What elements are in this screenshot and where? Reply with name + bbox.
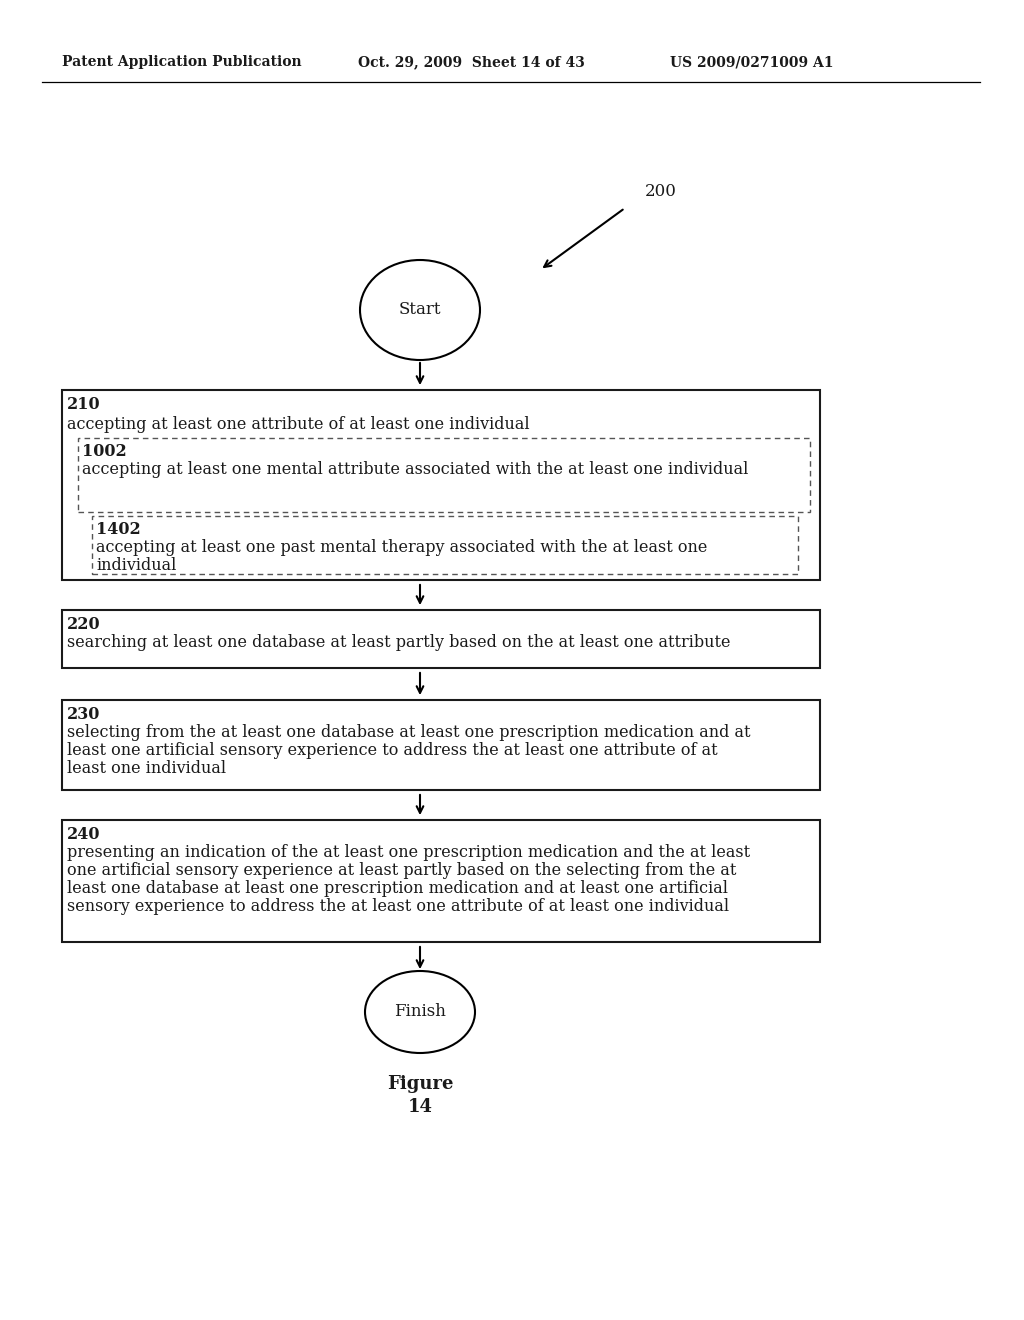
Bar: [62, 610, 820, 668]
Text: Finish: Finish: [394, 1003, 445, 1020]
Text: 210: 210: [67, 396, 100, 413]
Bar: [62, 820, 820, 942]
Text: Start: Start: [398, 301, 441, 318]
Text: least one individual: least one individual: [67, 760, 226, 777]
Text: sensory experience to address the at least one attribute of at least one individ: sensory experience to address the at lea…: [67, 898, 729, 915]
Text: accepting at least one past mental therapy associated with the at least one: accepting at least one past mental thera…: [96, 539, 708, 556]
Text: 14: 14: [408, 1098, 432, 1115]
Text: 1002: 1002: [82, 444, 127, 459]
Text: Patent Application Publication: Patent Application Publication: [62, 55, 302, 69]
Bar: [78, 438, 810, 512]
Text: Figure: Figure: [387, 1074, 454, 1093]
Text: 200: 200: [645, 183, 677, 201]
Text: US 2009/0271009 A1: US 2009/0271009 A1: [670, 55, 834, 69]
Text: 220: 220: [67, 616, 100, 634]
Text: accepting at least one mental attribute associated with the at least one individ: accepting at least one mental attribute …: [82, 461, 749, 478]
Bar: [62, 700, 820, 789]
Text: individual: individual: [96, 557, 176, 574]
Text: 230: 230: [67, 706, 100, 723]
Text: accepting at least one attribute of at least one individual: accepting at least one attribute of at l…: [67, 416, 529, 433]
Text: 240: 240: [67, 826, 100, 843]
Bar: [92, 516, 798, 574]
Text: least one database at least one prescription medication and at least one artific: least one database at least one prescrip…: [67, 880, 728, 898]
Text: searching at least one database at least partly based on the at least one attrib: searching at least one database at least…: [67, 634, 730, 651]
Text: 1402: 1402: [96, 521, 140, 539]
Bar: [62, 389, 820, 579]
Text: presenting an indication of the at least one prescription medication and the at : presenting an indication of the at least…: [67, 843, 751, 861]
Text: selecting from the at least one database at least one prescription medication an: selecting from the at least one database…: [67, 723, 751, 741]
Text: Oct. 29, 2009  Sheet 14 of 43: Oct. 29, 2009 Sheet 14 of 43: [358, 55, 585, 69]
Text: least one artificial sensory experience to address the at least one attribute of: least one artificial sensory experience …: [67, 742, 718, 759]
Text: one artificial sensory experience at least partly based on the selecting from th: one artificial sensory experience at lea…: [67, 862, 736, 879]
